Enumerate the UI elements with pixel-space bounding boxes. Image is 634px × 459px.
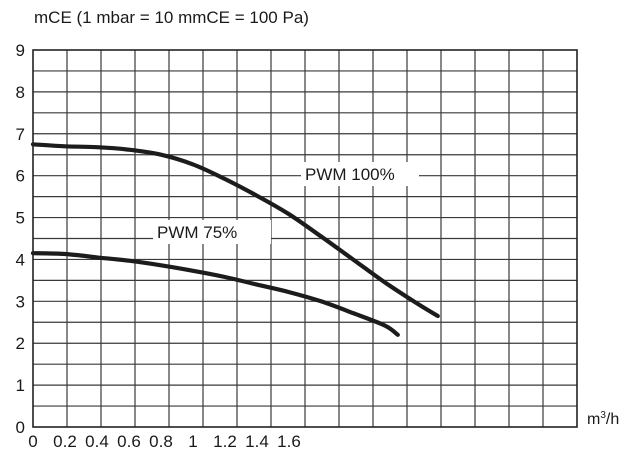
y-tick-label: 3 — [16, 292, 25, 311]
x-axis-label-superscript: 3 — [600, 410, 606, 421]
x-tick-label: 0.2 — [53, 432, 77, 451]
plot-frame — [32, 49, 578, 428]
y-tick-label: 8 — [16, 83, 25, 102]
y-tick-label: 2 — [16, 334, 25, 353]
x-axis-label-tail: /h — [605, 411, 620, 428]
series-line-2 — [30, 251, 400, 337]
y-tick-label: 6 — [16, 167, 25, 186]
y-tick-label: 1 — [16, 376, 25, 395]
series-line-1 — [30, 142, 440, 319]
x-tick-label: 1.2 — [213, 432, 237, 451]
y-axis-label: mCE (1 mbar = 10 mmCE = 100 Pa) — [34, 8, 309, 27]
x-tick-label: 0 — [28, 432, 37, 451]
series-label-background — [301, 162, 419, 186]
y-tick-label: 0 — [16, 418, 25, 437]
y-axis-ticks: 0 1 2 3 4 5 6 7 8 9 — [16, 41, 25, 437]
y-tick-label: 7 — [16, 125, 25, 144]
grid — [33, 50, 577, 427]
x-axis-label: m3/h — [587, 410, 619, 429]
x-axis-ticks: 0 0.2 0.4 0.6 0.8 1 1.2 1.4 1.6 — [28, 432, 301, 451]
x-axis-label-base: m — [587, 411, 601, 428]
series-label: PWM 100% — [305, 165, 395, 184]
y-tick-label: 4 — [16, 250, 25, 269]
x-tick-label: 0.4 — [85, 432, 109, 451]
series-label: PWM 75% — [157, 223, 237, 242]
series-group: PWM 100% PWM 75% — [30, 142, 440, 337]
x-tick-label: 0.8 — [149, 432, 173, 451]
x-tick-label: 0.6 — [117, 432, 141, 451]
series-label-background — [153, 220, 271, 244]
y-tick-label: 9 — [16, 41, 25, 60]
x-tick-label: 1 — [188, 432, 197, 451]
x-tick-label: 1.4 — [245, 432, 269, 451]
y-tick-label: 5 — [16, 209, 25, 228]
x-tick-label: 1.6 — [277, 432, 301, 451]
